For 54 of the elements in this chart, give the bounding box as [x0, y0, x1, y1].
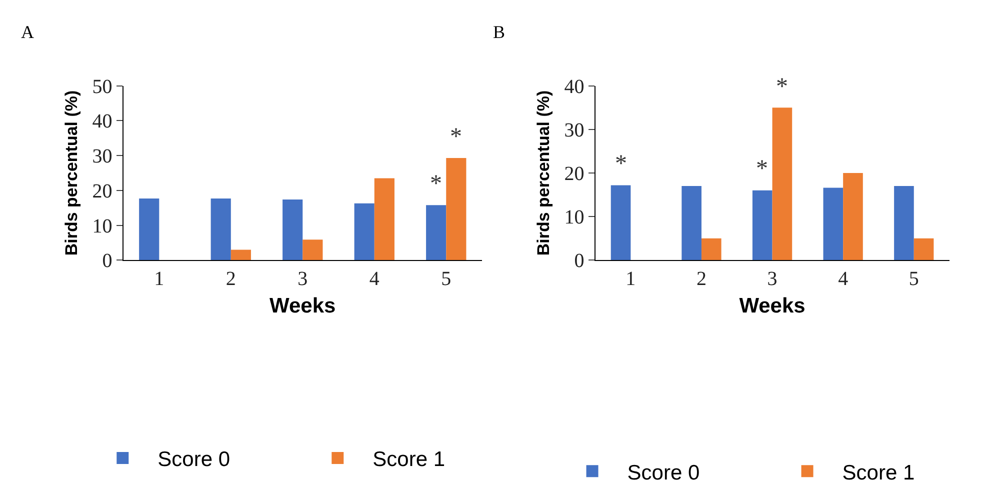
- bar: [302, 240, 323, 260]
- bar: [701, 238, 722, 260]
- bar: [139, 198, 160, 260]
- y-tick-label: 0: [102, 250, 112, 272]
- x-tick-label: 5: [908, 268, 919, 290]
- legend-label: Score 1: [842, 461, 915, 484]
- y-tick-label: 20: [92, 180, 112, 202]
- bar: [772, 108, 792, 260]
- x-tick-label: 4: [838, 268, 848, 290]
- bar: [282, 199, 303, 260]
- y-tick-label: 50: [92, 76, 112, 98]
- bar: [610, 185, 631, 260]
- y-tick-label: 40: [92, 110, 112, 133]
- bar: [752, 190, 772, 260]
- annotation: *: [430, 171, 442, 197]
- y-tick-label: 10: [92, 215, 112, 238]
- y-tick-label: 40: [564, 76, 584, 98]
- annotation: *: [450, 124, 462, 150]
- bar: [426, 205, 446, 260]
- x-tick-label: 5: [441, 268, 452, 290]
- chart-title: A: [21, 22, 34, 42]
- x-axis-title: Weeks: [270, 294, 336, 318]
- annotation: *: [756, 156, 768, 182]
- x-tick-label: 1: [626, 268, 636, 290]
- y-tick-label: 0: [574, 250, 584, 272]
- x-tick-label: 2: [696, 268, 706, 290]
- bar: [354, 203, 374, 260]
- bar: [843, 172, 863, 260]
- legend-label: Score 1: [372, 448, 446, 472]
- legend-label: Score 0: [158, 448, 230, 472]
- x-tick-label: 1: [154, 268, 164, 290]
- bar: [914, 238, 934, 260]
- x-tick-label: 3: [298, 268, 308, 290]
- y-tick-label: 10: [564, 206, 584, 229]
- bar: [894, 186, 914, 260]
- bar: [446, 158, 466, 260]
- bar: [823, 188, 844, 260]
- x-tick-label: 3: [767, 268, 778, 290]
- legend-label: Score 0: [627, 461, 700, 484]
- y-axis-title: Birds percentual (%): [534, 90, 553, 256]
- y-axis-title: Birds percentual (%): [62, 90, 81, 256]
- y-tick-label: 30: [564, 119, 584, 142]
- bar: [210, 198, 231, 260]
- bar: [682, 186, 702, 260]
- y-tick-label: 20: [564, 162, 584, 185]
- y-tick-label: 30: [92, 146, 112, 168]
- annotation: *: [776, 74, 788, 100]
- bar: [230, 250, 251, 260]
- x-axis-title: Weeks: [739, 294, 806, 318]
- x-tick-label: 2: [226, 268, 236, 290]
- x-tick-label: 4: [369, 268, 380, 290]
- annotation: *: [615, 151, 627, 177]
- bar: [374, 178, 394, 260]
- chart-title: B: [493, 22, 506, 42]
